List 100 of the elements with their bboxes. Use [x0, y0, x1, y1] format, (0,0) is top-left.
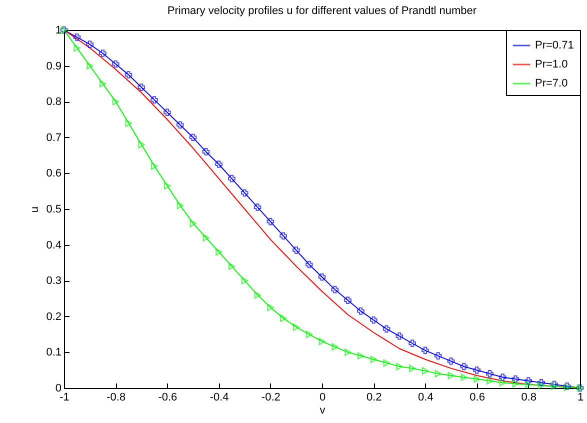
point — [318, 338, 326, 346]
point — [125, 119, 132, 127]
y-tick-label: 0.8 — [46, 96, 62, 108]
point — [176, 121, 184, 129]
point — [138, 84, 146, 91]
point — [344, 296, 352, 304]
point — [370, 356, 377, 364]
point — [473, 366, 480, 374]
y-tick-label: 0.7 — [46, 132, 62, 144]
point — [292, 323, 300, 331]
point — [382, 325, 390, 333]
point — [525, 380, 532, 388]
y-tick-label: 0.2 — [46, 310, 62, 323]
point — [434, 370, 442, 378]
point — [524, 377, 532, 384]
point — [151, 162, 158, 170]
point — [254, 204, 262, 211]
x-tick-label: -0.4 — [210, 392, 229, 404]
point — [357, 352, 364, 360]
point — [99, 80, 106, 88]
point — [280, 314, 287, 322]
x-tick-label: 0.8 — [521, 392, 537, 404]
point — [124, 71, 132, 78]
legend-label: Pr=7.0 — [535, 78, 568, 90]
y-tick-label: 0.4 — [46, 239, 62, 252]
point — [396, 332, 404, 340]
point — [73, 34, 81, 41]
point — [408, 340, 416, 347]
point — [241, 276, 248, 284]
point — [448, 372, 454, 380]
point — [474, 375, 480, 383]
point — [318, 273, 326, 281]
point — [266, 218, 274, 226]
point — [422, 346, 429, 354]
y-tick-label: 0.6 — [46, 168, 62, 180]
point — [99, 50, 106, 57]
point — [344, 348, 352, 356]
point — [538, 382, 545, 390]
y-tick-label: 0.5 — [46, 204, 62, 216]
point — [176, 202, 184, 210]
x-tick-label: 0.4 — [418, 392, 434, 404]
point — [422, 367, 428, 374]
point — [215, 160, 222, 168]
point — [240, 189, 248, 197]
y-tick-label: 0.3 — [46, 275, 62, 288]
point — [305, 260, 313, 268]
point — [280, 232, 287, 240]
y-axis-title: u — [29, 206, 42, 213]
point — [357, 307, 364, 315]
point — [86, 62, 94, 70]
point — [112, 60, 120, 68]
point — [331, 286, 339, 294]
point — [216, 248, 222, 256]
point — [512, 375, 520, 383]
point — [486, 377, 493, 384]
point — [499, 378, 506, 386]
x-tick-label: 0.6 — [470, 392, 485, 404]
legend-label: Pr=0.71 — [535, 40, 574, 52]
y-tick-label: 0.9 — [46, 60, 62, 72]
point — [189, 134, 197, 142]
point — [138, 140, 145, 148]
point — [112, 98, 119, 106]
point — [202, 234, 210, 242]
point — [190, 220, 196, 227]
point — [447, 357, 455, 365]
point — [460, 374, 468, 381]
y-tick-label: 0 — [55, 382, 62, 394]
point — [460, 362, 468, 370]
legend-label: Pr=1.0 — [535, 58, 568, 70]
point — [164, 108, 171, 116]
point — [538, 378, 545, 386]
point — [434, 352, 442, 360]
x-tick-label: 0 — [319, 392, 326, 404]
point — [267, 304, 274, 312]
point — [254, 291, 261, 299]
point — [383, 359, 390, 367]
x-tick-label: -0.8 — [106, 392, 126, 404]
x-tick-label: 0.2 — [366, 392, 382, 404]
point — [74, 44, 80, 52]
point — [486, 370, 494, 378]
point — [498, 374, 506, 381]
point — [396, 362, 403, 370]
chart-title: Primary velocity profiles u for different values of Prandtl number — [167, 5, 477, 17]
point — [164, 182, 170, 190]
point — [332, 343, 338, 350]
x-tick-label: -0.2 — [261, 392, 280, 404]
x-tick-label: 1 — [577, 392, 584, 404]
point — [86, 40, 94, 48]
point — [292, 246, 300, 254]
point — [512, 380, 519, 388]
point — [150, 96, 158, 104]
y-tick-label: 1 — [55, 24, 62, 36]
point — [306, 330, 312, 338]
point — [409, 364, 416, 372]
point — [228, 174, 236, 182]
x-tick-label: -1 — [60, 392, 70, 404]
point — [228, 262, 235, 270]
x-axis-title: v — [320, 404, 326, 416]
point — [370, 316, 378, 324]
point — [202, 148, 210, 156]
